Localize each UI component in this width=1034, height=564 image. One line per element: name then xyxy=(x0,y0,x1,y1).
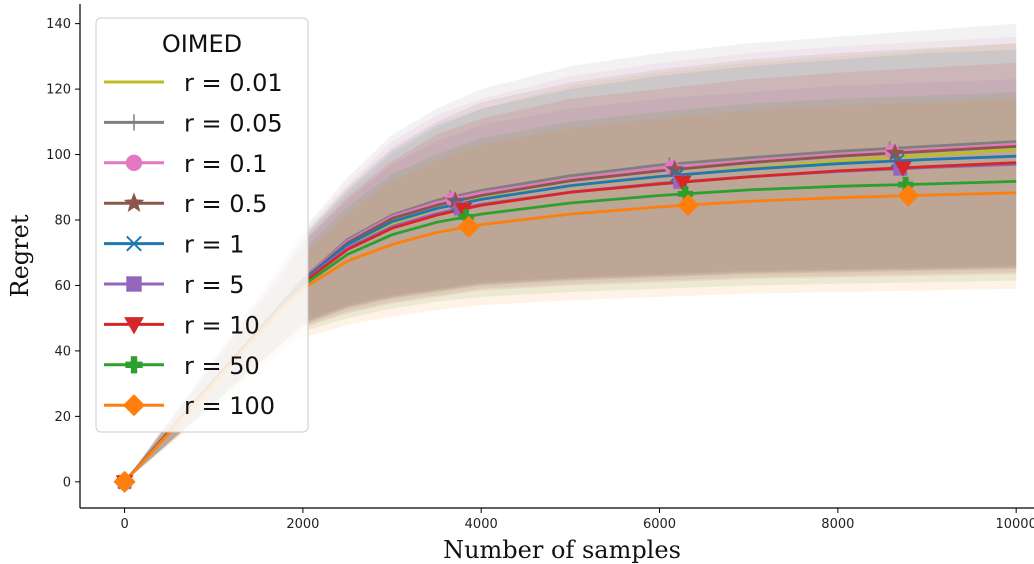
legend-entry-4: r = 1 xyxy=(104,231,245,259)
band-7 xyxy=(124,92,1017,482)
axes xyxy=(79,4,1034,509)
y-tick-label-5: 100 xyxy=(46,148,71,163)
marker-8-0 xyxy=(113,470,136,493)
legend-label-4: r = 1 xyxy=(184,231,245,259)
band-2 xyxy=(124,36,1017,482)
x-tick-label-0: 0 xyxy=(120,517,128,532)
legend-swatch-marker-3 xyxy=(123,192,145,212)
x-ticks: 0 2000 4000 6000 8000 10000 xyxy=(120,508,1034,532)
legend-entry-2: r = 0.1 xyxy=(104,150,267,178)
legend-title: OIMED xyxy=(162,30,242,58)
legend-entry-0: r = 0.01 xyxy=(104,69,283,97)
x-tick-label-5: 10000 xyxy=(995,517,1034,532)
band-1 xyxy=(124,23,1017,482)
y-ticks: 0 20 40 60 80 100 120 140 xyxy=(46,17,80,490)
x-tick-label-3: 6000 xyxy=(643,517,676,532)
legend-entry-6: r = 10 xyxy=(104,311,260,339)
legend-label-2: r = 0.1 xyxy=(184,150,267,178)
x-tick-label-4: 8000 xyxy=(821,517,854,532)
legend-swatch-marker-1 xyxy=(125,114,143,131)
y-axis-title: Regret xyxy=(6,214,34,297)
legend-entry-5: r = 5 xyxy=(104,271,245,299)
series-markers xyxy=(113,141,920,493)
y-tick-label-6: 120 xyxy=(46,83,71,98)
marker-8-3 xyxy=(897,184,920,207)
legend-entry-1: r = 0.05 xyxy=(104,109,283,137)
band-3 xyxy=(124,43,1017,482)
legend-entry-7: r = 50 xyxy=(104,352,260,380)
marker-6-2 xyxy=(673,175,692,192)
y-tick-label-7: 140 xyxy=(46,17,71,32)
marker-8-2 xyxy=(677,194,700,217)
legend-label-7: r = 50 xyxy=(184,352,260,380)
marker-3-3 xyxy=(885,143,905,161)
legend-label-8: r = 100 xyxy=(184,392,275,420)
marker-6-3 xyxy=(894,161,912,177)
legend-swatch-marker-8 xyxy=(122,394,146,417)
legend: OIMED r = 0.01 r = 0.05 r = 0.1 r = 0.5 r = 1… xyxy=(95,17,309,433)
legend-swatch-marker-6 xyxy=(124,317,144,335)
legend-swatch-marker-7 xyxy=(125,356,143,374)
x-axis-title: Number of samples xyxy=(443,536,681,564)
legend-entry-8: r = 100 xyxy=(104,392,275,420)
legend-label-1: r = 0.05 xyxy=(184,109,283,137)
marker-8-1 xyxy=(457,215,480,238)
band-0 xyxy=(124,43,1017,482)
y-tick-label-2: 40 xyxy=(54,344,71,359)
legend-label-6: r = 10 xyxy=(184,311,260,339)
x-tick-label-1: 2000 xyxy=(286,517,319,532)
legend-swatch-marker-4 xyxy=(126,235,142,252)
y-tick-label-4: 80 xyxy=(54,214,71,229)
legend-label-0: r = 0.01 xyxy=(184,69,283,97)
band-8 xyxy=(124,98,1017,482)
legend-label-3: r = 0.5 xyxy=(184,190,267,218)
y-tick-label-1: 20 xyxy=(54,410,71,425)
legend-label-5: r = 5 xyxy=(184,271,245,299)
band-5 xyxy=(124,79,1017,482)
legend-swatch-marker-5 xyxy=(126,276,142,292)
x-tick-label-2: 4000 xyxy=(465,517,498,532)
legend-swatch-marker-2 xyxy=(125,154,143,171)
y-tick-label-3: 60 xyxy=(54,279,71,294)
legend-entry-3: r = 0.5 xyxy=(104,190,267,218)
y-tick-label-0: 0 xyxy=(63,475,71,490)
